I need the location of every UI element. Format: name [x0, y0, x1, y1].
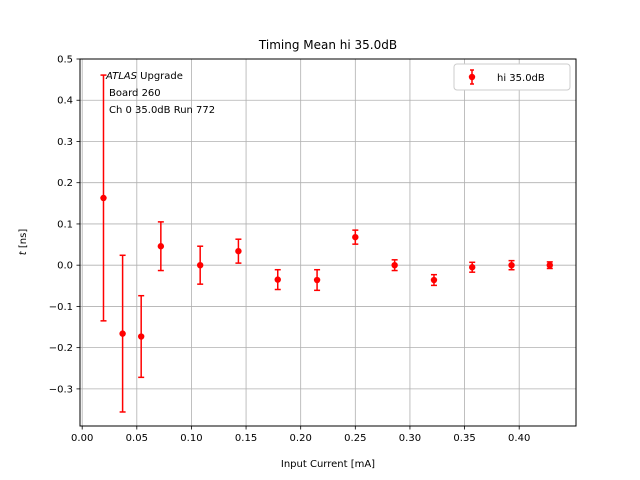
data-point [352, 233, 359, 241]
x-tick-label: 0.25 [344, 433, 366, 444]
y-axis: −0.3 −0.2 −0.1 0.0 0.1 0.2 0.3 0.4 0.5 [49, 55, 80, 395]
y-tick-label: −0.3 [49, 384, 73, 395]
x-tick-label: 0.40 [508, 433, 530, 444]
annotation-upgrade: Upgrade [137, 71, 183, 82]
data-point [157, 243, 165, 250]
x-tick-label: 0.15 [235, 433, 257, 444]
data-point [100, 194, 107, 202]
annotation-line-3: Ch 0 35.0dB Run 772 [109, 105, 215, 116]
plot-frame [79, 58, 577, 427]
x-tick-label: 0.20 [290, 433, 312, 444]
annotation-line-2: Board 260 [109, 88, 161, 99]
y-tick-label: 0.2 [57, 178, 73, 189]
data-point [469, 264, 476, 271]
data-point [508, 261, 515, 269]
annotation-experiment: ATLAS [105, 71, 138, 82]
legend-label: hi 35.0dB [497, 73, 545, 84]
legend-box [453, 63, 571, 91]
data-point [235, 247, 242, 255]
data-point [430, 276, 438, 284]
chart-title: Timing Mean hi 35.0dB [258, 38, 397, 52]
x-axis-label: Input Current [mA] [281, 459, 375, 470]
y-tick-label: −0.2 [49, 343, 73, 354]
data-point [274, 276, 281, 283]
y-tick-label: 0.1 [57, 219, 73, 230]
legend-marker-point [468, 73, 476, 81]
x-tick-label: 0.35 [453, 433, 475, 444]
data-point [196, 261, 204, 269]
data-point [546, 261, 553, 269]
x-tick-label: 0.00 [71, 433, 93, 444]
annotation: ATLAS Upgrade Board 260 Ch 0 35.0dB Run … [105, 71, 215, 116]
y-tick-label: 0.5 [57, 55, 73, 66]
legend: hi 35.0dB [453, 63, 571, 91]
x-tick-label: 0.10 [180, 433, 202, 444]
x-tick-label: 0.30 [399, 433, 421, 444]
y-tick-label: 0.3 [57, 137, 73, 148]
y-tick-label: −0.1 [49, 302, 73, 313]
data-point [137, 333, 145, 340]
y-axis-label-symbol: t [18, 250, 29, 255]
annotation-line-1: ATLAS Upgrade [105, 71, 183, 82]
x-axis: 0.00 0.05 0.10 0.15 0.20 0.25 0.30 0.35 0.40 [71, 426, 530, 444]
x-tick-label: 0.05 [126, 433, 148, 444]
data-point [313, 276, 321, 284]
data-point [119, 330, 126, 337]
series-hi-35dB [100, 74, 553, 413]
y-tick-label: 0.4 [57, 96, 73, 107]
y-axis-label: t [ns] [18, 229, 29, 256]
data-point [391, 261, 398, 269]
y-tick-label: 0.0 [57, 261, 73, 272]
y-axis-label-unit: [ns] [18, 229, 29, 252]
